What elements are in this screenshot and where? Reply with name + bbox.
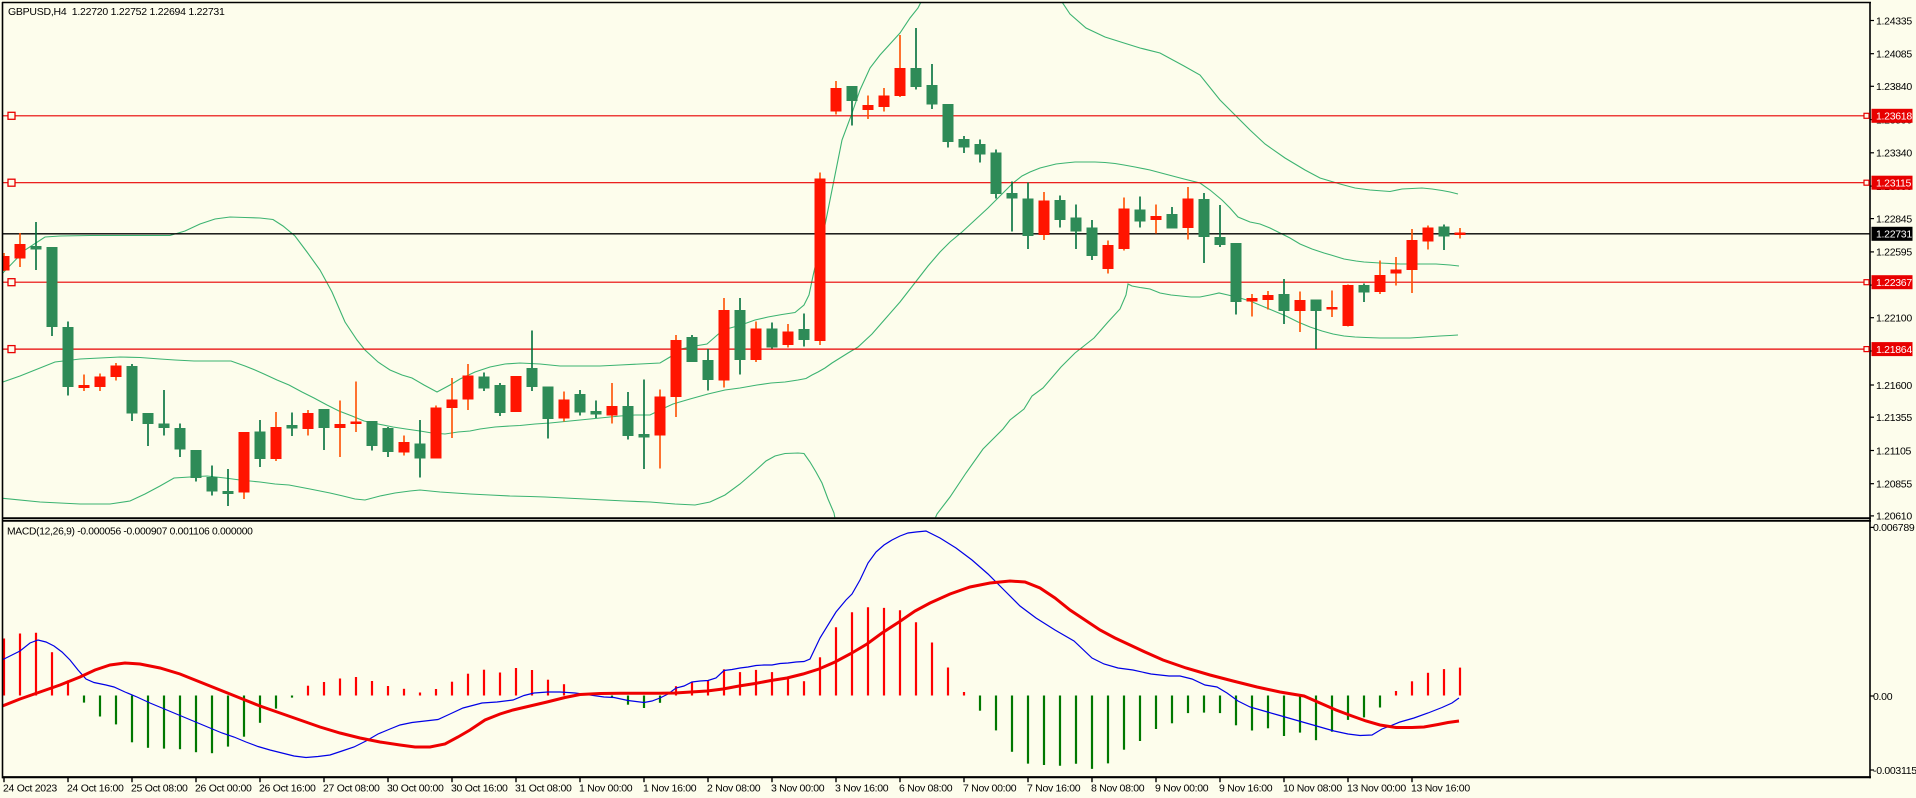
svg-text:1.24335: 1.24335 — [1876, 15, 1912, 27]
svg-text:1.22731: 1.22731 — [1876, 229, 1912, 241]
svg-text:26 Oct 00:00: 26 Oct 00:00 — [195, 783, 252, 795]
svg-text:10 Nov 08:00: 10 Nov 08:00 — [1283, 783, 1342, 795]
svg-text:3 Nov 16:00: 3 Nov 16:00 — [835, 783, 889, 795]
svg-text:31 Oct 08:00: 31 Oct 08:00 — [515, 783, 572, 795]
svg-text:13 Nov 00:00: 13 Nov 00:00 — [1347, 783, 1406, 795]
svg-text:1.20855: 1.20855 — [1876, 479, 1912, 491]
svg-text:24 Oct 2023: 24 Oct 2023 — [3, 783, 57, 795]
svg-text:1.21355: 1.21355 — [1876, 412, 1912, 424]
svg-text:3 Nov 00:00: 3 Nov 00:00 — [771, 783, 825, 795]
svg-text:1.22845: 1.22845 — [1876, 213, 1912, 225]
svg-text:30 Oct 16:00: 30 Oct 16:00 — [451, 783, 508, 795]
svg-text:1.24085: 1.24085 — [1876, 49, 1912, 61]
svg-text:7 Nov 00:00: 7 Nov 00:00 — [963, 783, 1017, 795]
svg-text:1.23340: 1.23340 — [1876, 148, 1912, 160]
svg-text:0.00: 0.00 — [1873, 691, 1893, 703]
svg-text:2 Nov 08:00: 2 Nov 08:00 — [707, 783, 761, 795]
svg-text:1.21105: 1.21105 — [1876, 445, 1912, 457]
svg-text:24 Oct 16:00: 24 Oct 16:00 — [67, 783, 124, 795]
svg-text:1.21864: 1.21864 — [1876, 344, 1912, 356]
svg-text:1 Nov 00:00: 1 Nov 00:00 — [579, 783, 633, 795]
svg-text:9 Nov 16:00: 9 Nov 16:00 — [1219, 783, 1273, 795]
svg-text:0.006789: 0.006789 — [1873, 522, 1915, 534]
svg-text:1.23115: 1.23115 — [1876, 178, 1912, 190]
svg-text:1.23618: 1.23618 — [1876, 111, 1912, 123]
svg-text:1.22100: 1.22100 — [1876, 313, 1912, 325]
svg-text:26 Oct 16:00: 26 Oct 16:00 — [259, 783, 316, 795]
svg-text:1.20610: 1.20610 — [1876, 511, 1912, 523]
svg-text:27 Oct 08:00: 27 Oct 08:00 — [323, 783, 380, 795]
svg-text:1.21600: 1.21600 — [1876, 380, 1912, 392]
svg-text:1.22367: 1.22367 — [1876, 277, 1912, 289]
svg-text:-0.003115: -0.003115 — [1873, 765, 1916, 777]
svg-text:MACD(12,26,9) -0.000056 -0.000: MACD(12,26,9) -0.000056 -0.000907 0.0011… — [7, 527, 253, 538]
svg-text:1 Nov 16:00: 1 Nov 16:00 — [643, 783, 697, 795]
svg-text:8 Nov 08:00: 8 Nov 08:00 — [1091, 783, 1145, 795]
svg-text:9 Nov 00:00: 9 Nov 00:00 — [1155, 783, 1209, 795]
svg-text:30 Oct 00:00: 30 Oct 00:00 — [387, 783, 444, 795]
svg-text:GBPUSD,H4 1.22720 1.22752 1.2: GBPUSD,H4 1.22720 1.22752 1.22694 1.2273… — [8, 6, 225, 18]
svg-text:13 Nov 16:00: 13 Nov 16:00 — [1411, 783, 1470, 795]
svg-text:6 Nov 08:00: 6 Nov 08:00 — [899, 783, 953, 795]
svg-text:7 Nov 16:00: 7 Nov 16:00 — [1027, 783, 1081, 795]
svg-text:25 Oct 08:00: 25 Oct 08:00 — [131, 783, 188, 795]
svg-text:1.22595: 1.22595 — [1876, 247, 1912, 259]
svg-text:1.23840: 1.23840 — [1876, 81, 1912, 93]
